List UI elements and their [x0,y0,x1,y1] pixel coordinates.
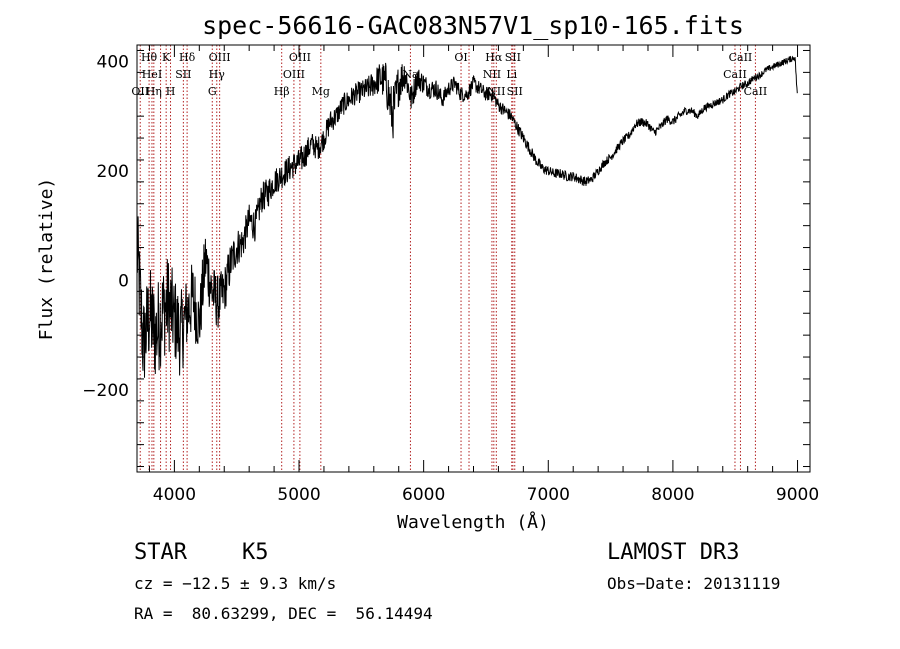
line-label: SII [175,68,191,81]
spectral-line-labels: OII Hθ HeI Hη K H SII Hδ G Hγ OIII Hβ OIII OIII Mg Na OI… [131,51,767,98]
redshift-cz: cz = −12.5 ± 9.3 km/s [134,574,337,593]
line-label: CaII [723,68,747,81]
line-label: SII [505,51,521,64]
y-tick-label: 200 [97,162,129,182]
x-axis: 4000 5000 6000 7000 8000 9000 [148,45,819,505]
x-tick-label: 8000 [651,485,694,505]
coordinates: RA = 80.63299, DEC = 56.14494 [134,604,433,623]
line-label: OIII [289,51,311,64]
line-label: Na [402,68,419,81]
line-label: Hθ [141,51,158,64]
line-label: Hβ [274,85,290,98]
line-label: K [162,51,171,64]
line-label: OIII [283,68,305,81]
line-label: Li [506,68,517,81]
line-label: G [208,85,217,98]
object-class: STAR [134,540,187,565]
spectral-line-markers [139,45,756,472]
line-label: OI [454,51,467,64]
x-axis-label: Wavelength (Å) [397,511,549,533]
line-label: Hα [485,51,503,64]
spectrum-chart: spec-56616-GAC083N57V1_sp10-165.fits 400… [36,11,819,533]
line-label: Hδ [179,51,196,64]
line-label: OIII [209,51,231,64]
line-label: Hη [146,85,162,98]
y-tick-label: 400 [97,52,129,72]
y-tick-label: −200 [82,381,129,401]
object-subclass: K5 [242,540,269,565]
chart-title: spec-56616-GAC083N57V1_sp10-165.fits [202,11,744,40]
line-label: Hγ [209,68,226,81]
line-label: SII [507,85,523,98]
y-axis-label: Flux (relative) [36,178,57,341]
y-axis: −200 0 200 400 [82,49,810,468]
line-label: CaII [729,51,753,64]
x-tick-label: 7000 [527,485,570,505]
x-tick-label: 4000 [153,485,196,505]
spectrum-series-flux [136,55,798,378]
obs-date: Obs−Date: 20131119 [607,574,781,593]
x-tick-label: 9000 [776,485,819,505]
line-label: HeI [142,68,162,81]
line-label: NII [483,68,501,81]
plot-frame [136,44,811,473]
y-tick-label: 0 [118,271,129,291]
line-label: CaII [744,85,768,98]
x-tick-label: 5000 [277,485,320,505]
survey-name: LAMOST DR3 [607,540,740,565]
line-label: NII [487,85,505,98]
line-label: Mg [312,85,330,98]
line-label: H [166,85,176,98]
line-label: OII [131,85,149,98]
x-tick-label: 6000 [402,485,445,505]
